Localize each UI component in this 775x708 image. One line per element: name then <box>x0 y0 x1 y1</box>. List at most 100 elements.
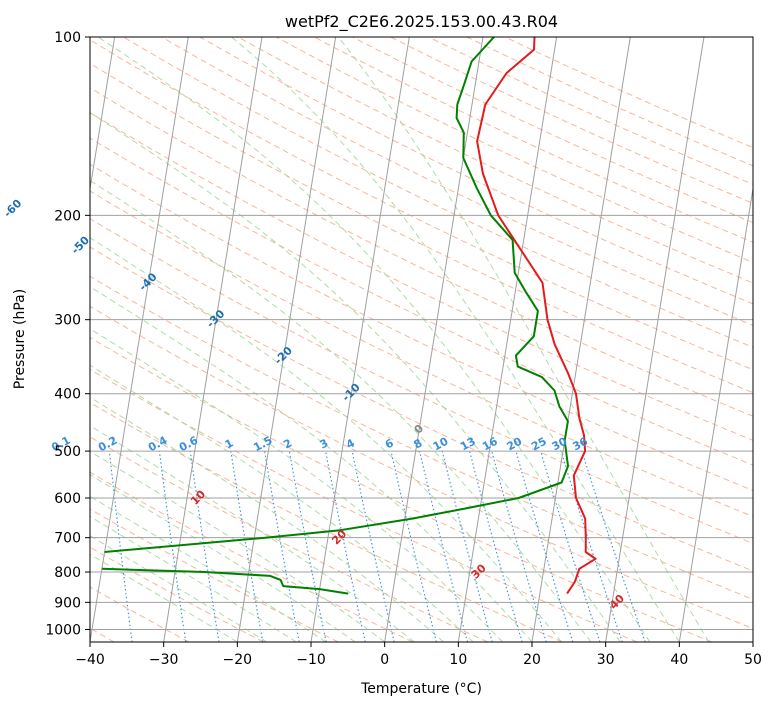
x-tick-label: 10 <box>449 652 467 668</box>
dry-adiabat <box>237 37 753 284</box>
x-tick-label: −20 <box>223 652 253 668</box>
x-tick-label: −30 <box>149 652 179 668</box>
isotherm-line <box>384 37 484 642</box>
mixing-ratio-line <box>108 451 133 642</box>
dewpoint-profile-2 <box>101 567 349 595</box>
isotherm-line <box>605 37 705 642</box>
x-tick-label: −10 <box>296 652 326 668</box>
dry-adiabat <box>90 368 638 642</box>
dry-adiabat <box>275 37 753 263</box>
isotherm-line <box>310 37 410 642</box>
y-tick-label: 300 <box>54 313 81 329</box>
isotherm-label: -60 <box>1 197 24 220</box>
dry-adiabat <box>504 37 753 149</box>
dry-adiabat <box>314 37 753 243</box>
isotherm-line <box>90 37 116 192</box>
grid-lines <box>90 37 753 642</box>
dry-adiabat <box>123 37 753 348</box>
x-tick-label: −40 <box>75 652 105 668</box>
isotherm-line <box>678 185 753 642</box>
y-tick-label: 800 <box>54 565 81 581</box>
moist-adiabat <box>90 495 326 642</box>
y-tick-label: 400 <box>54 387 81 403</box>
y-tick-label: 900 <box>54 595 81 611</box>
isotherm-label: -50 <box>69 233 92 256</box>
y-axis-label: Pressure (hPa) <box>12 289 28 389</box>
y-tick-label: 500 <box>54 444 81 460</box>
axes: −40 −30 −20 −10 0 10 20 30 40 50 100 200 300 400 500 60… <box>45 30 762 668</box>
plot-frame <box>89 36 754 643</box>
dry-adiabat <box>90 87 753 417</box>
y-tick-label: 200 <box>54 208 81 224</box>
dry-adiabat <box>352 37 753 224</box>
moist-adiabat <box>90 535 268 642</box>
mixing-ratio-line <box>288 451 327 642</box>
y-tick-label: 1000 <box>45 622 81 638</box>
x-tick-label: 50 <box>744 652 762 668</box>
isotherm-line <box>163 37 263 642</box>
dewpoint-profile-1 <box>104 37 569 553</box>
mixing-ratio-label: 10 <box>431 435 451 454</box>
mixing-ratio-line <box>581 450 646 642</box>
isotherm-line <box>752 638 753 642</box>
moist-adiabat <box>337 37 710 642</box>
dry-adiabat <box>199 37 753 305</box>
isotherm-line <box>90 37 189 642</box>
temperature-profile <box>476 37 597 595</box>
chart-title: wetPf2_C2E6.2025.153.00.43.R04 <box>285 12 558 32</box>
dry-adiabat <box>90 336 712 642</box>
dry-adiabat <box>90 218 753 544</box>
moist-adiabat <box>97 37 651 642</box>
x-tick-label: 0 <box>380 652 389 668</box>
isotherm-line <box>531 37 631 642</box>
moist-adiabat <box>90 286 533 642</box>
mixing-ratio-label: 20 <box>505 435 525 454</box>
mixing-ratio-label: 30 <box>550 435 570 454</box>
profile-series <box>101 37 597 595</box>
y-tick-label: 100 <box>54 30 81 46</box>
mixing-ratio-label: 13 <box>458 435 478 454</box>
dry-adiabat <box>90 137 753 466</box>
x-tick-label: 30 <box>597 652 615 668</box>
x-tick-label: 40 <box>670 652 688 668</box>
mixing-ratio-label: 36 <box>570 435 590 454</box>
dry-adiabat <box>90 246 753 572</box>
dry-adiabat <box>90 163 753 492</box>
mixing-ratio-line <box>419 450 469 642</box>
isotherm-line <box>457 37 558 642</box>
y-tick-label: 600 <box>54 491 81 507</box>
dry-adiabat <box>466 37 753 167</box>
mixing-ratio-line <box>230 451 264 642</box>
moist-adiabat <box>90 425 415 642</box>
mixing-ratio-line <box>264 451 300 642</box>
dry-adiabat <box>90 436 488 642</box>
mixing-ratio-line <box>469 450 523 642</box>
dry-adiabat <box>428 37 753 185</box>
dry-adiabat <box>90 39 753 371</box>
moist-adiabat <box>90 474 356 642</box>
moist-adiabat <box>90 515 297 642</box>
mixing-ratio-line <box>390 450 437 642</box>
mixing-ratio-line <box>189 451 220 642</box>
mixing-ratio-label: 16 <box>480 435 500 454</box>
moist-adiabat <box>90 396 444 642</box>
dry-adiabat <box>161 37 753 326</box>
isotherm-line <box>236 37 337 642</box>
mixing-ratio-line <box>351 450 395 642</box>
dry-adiabat <box>90 112 753 441</box>
x-axis-label: Temperature (°C) <box>360 681 482 697</box>
dry-adiabat <box>90 471 414 642</box>
mixing-ratio-line <box>441 450 493 642</box>
mixing-ratio-line <box>325 450 366 642</box>
dry-adiabat <box>90 62 753 394</box>
plot-area <box>90 37 753 642</box>
moist-adiabat <box>90 364 474 642</box>
mixing-ratio-line <box>560 450 623 642</box>
mixing-ratio-label: 25 <box>529 435 549 454</box>
mixing-ratio-line <box>540 450 601 642</box>
dry-adiabat <box>390 37 753 204</box>
mixing-ratio-line <box>515 450 574 642</box>
y-tick-label: 700 <box>54 531 81 547</box>
x-tick-label: 20 <box>523 652 541 668</box>
